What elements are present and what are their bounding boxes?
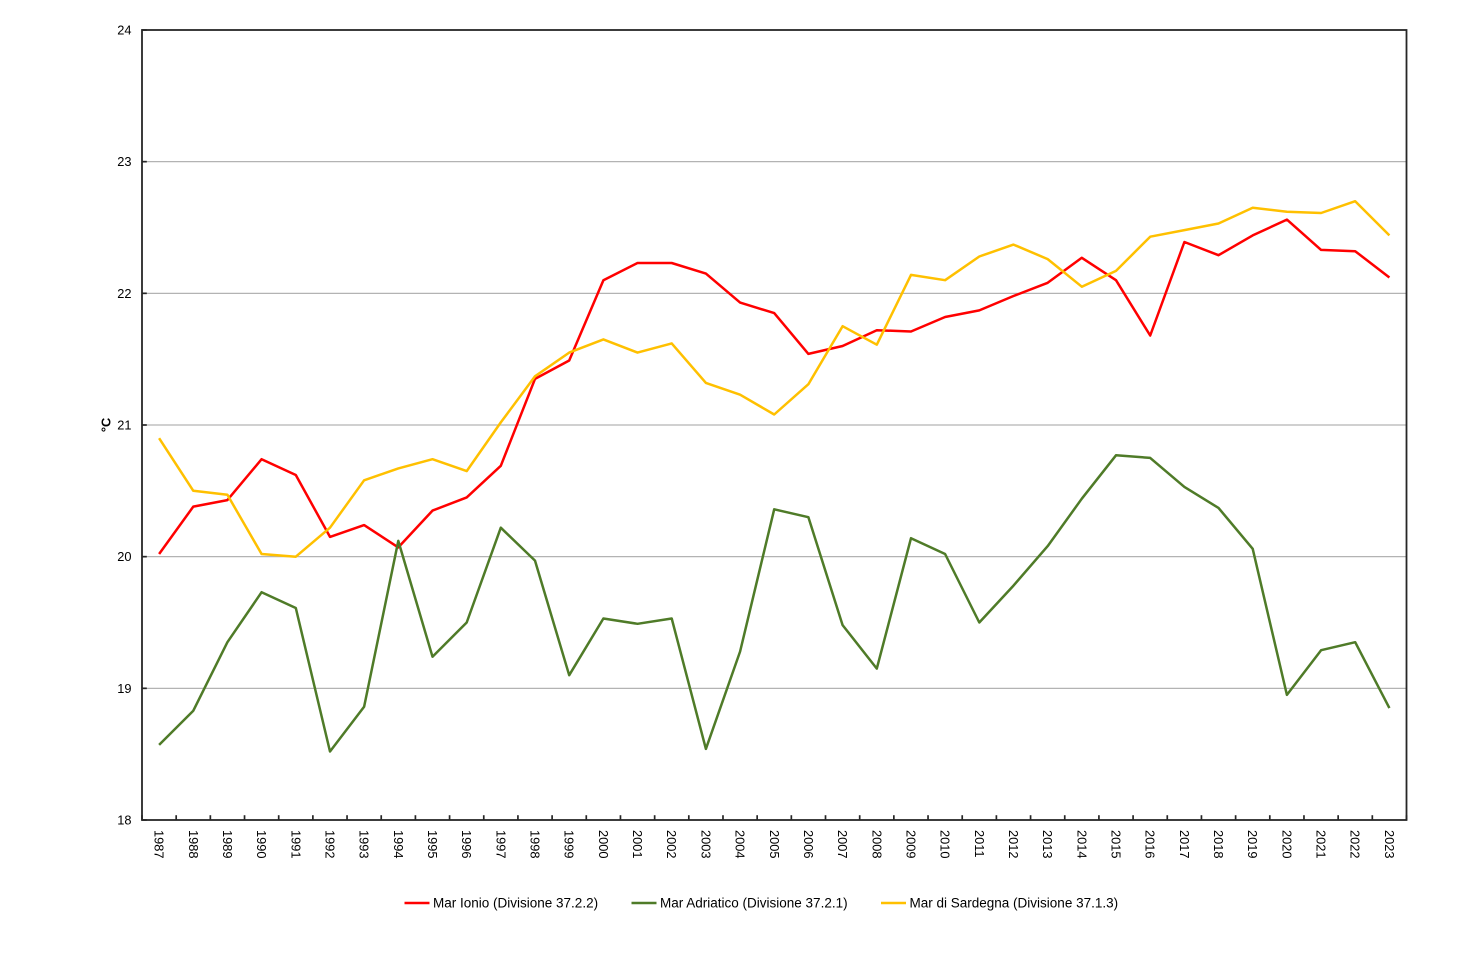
- svg-text:2010: 2010: [938, 830, 953, 858]
- svg-text:2008: 2008: [869, 830, 884, 858]
- svg-text:Mar di Sardegna (Divisione 37.: Mar di Sardegna (Divisione 37.1.3): [910, 896, 1119, 911]
- svg-text:2015: 2015: [1109, 830, 1124, 858]
- svg-text:2020: 2020: [1279, 830, 1294, 858]
- svg-text:2006: 2006: [801, 830, 816, 858]
- svg-text:1999: 1999: [562, 830, 577, 858]
- svg-text:Mar Ionio (Divisione 37.2.2): Mar Ionio (Divisione 37.2.2): [433, 896, 598, 911]
- svg-text:19: 19: [117, 681, 131, 696]
- svg-text:24: 24: [117, 23, 131, 38]
- svg-text:1997: 1997: [493, 830, 508, 858]
- svg-text:1991: 1991: [288, 830, 303, 858]
- svg-text:2009: 2009: [903, 830, 918, 858]
- svg-text:2000: 2000: [596, 830, 611, 858]
- svg-text:21: 21: [117, 418, 131, 433]
- svg-text:20: 20: [117, 549, 131, 564]
- svg-text:Mar Adriatico (Divisione 37.2.: Mar Adriatico (Divisione 37.2.1): [660, 896, 848, 911]
- svg-text:°C: °C: [99, 418, 114, 432]
- svg-text:1992: 1992: [322, 830, 337, 858]
- svg-text:2013: 2013: [1040, 830, 1055, 858]
- svg-text:2012: 2012: [1006, 830, 1021, 858]
- svg-text:1998: 1998: [528, 830, 543, 858]
- svg-text:1989: 1989: [220, 830, 235, 858]
- svg-text:23: 23: [117, 154, 131, 169]
- svg-text:1990: 1990: [254, 830, 269, 858]
- svg-text:2011: 2011: [972, 830, 987, 858]
- svg-text:2014: 2014: [1074, 830, 1089, 858]
- svg-text:1988: 1988: [186, 830, 201, 858]
- svg-text:2023: 2023: [1382, 830, 1397, 858]
- svg-text:1993: 1993: [357, 830, 372, 858]
- svg-text:2022: 2022: [1348, 830, 1363, 858]
- svg-text:2019: 2019: [1245, 830, 1260, 858]
- svg-text:2004: 2004: [733, 830, 748, 858]
- svg-text:18: 18: [117, 813, 131, 828]
- svg-text:2018: 2018: [1211, 830, 1226, 858]
- svg-text:2017: 2017: [1177, 830, 1192, 858]
- svg-text:1994: 1994: [391, 830, 406, 858]
- svg-text:1987: 1987: [152, 830, 167, 858]
- svg-text:2003: 2003: [698, 830, 713, 858]
- svg-text:2002: 2002: [664, 830, 679, 858]
- svg-text:2005: 2005: [767, 830, 782, 858]
- svg-text:22: 22: [117, 286, 131, 301]
- svg-text:2001: 2001: [630, 830, 645, 858]
- svg-text:2016: 2016: [1143, 830, 1158, 858]
- svg-text:2007: 2007: [835, 830, 850, 858]
- svg-text:1996: 1996: [459, 830, 474, 858]
- svg-text:2021: 2021: [1314, 830, 1329, 858]
- svg-text:1995: 1995: [425, 830, 440, 858]
